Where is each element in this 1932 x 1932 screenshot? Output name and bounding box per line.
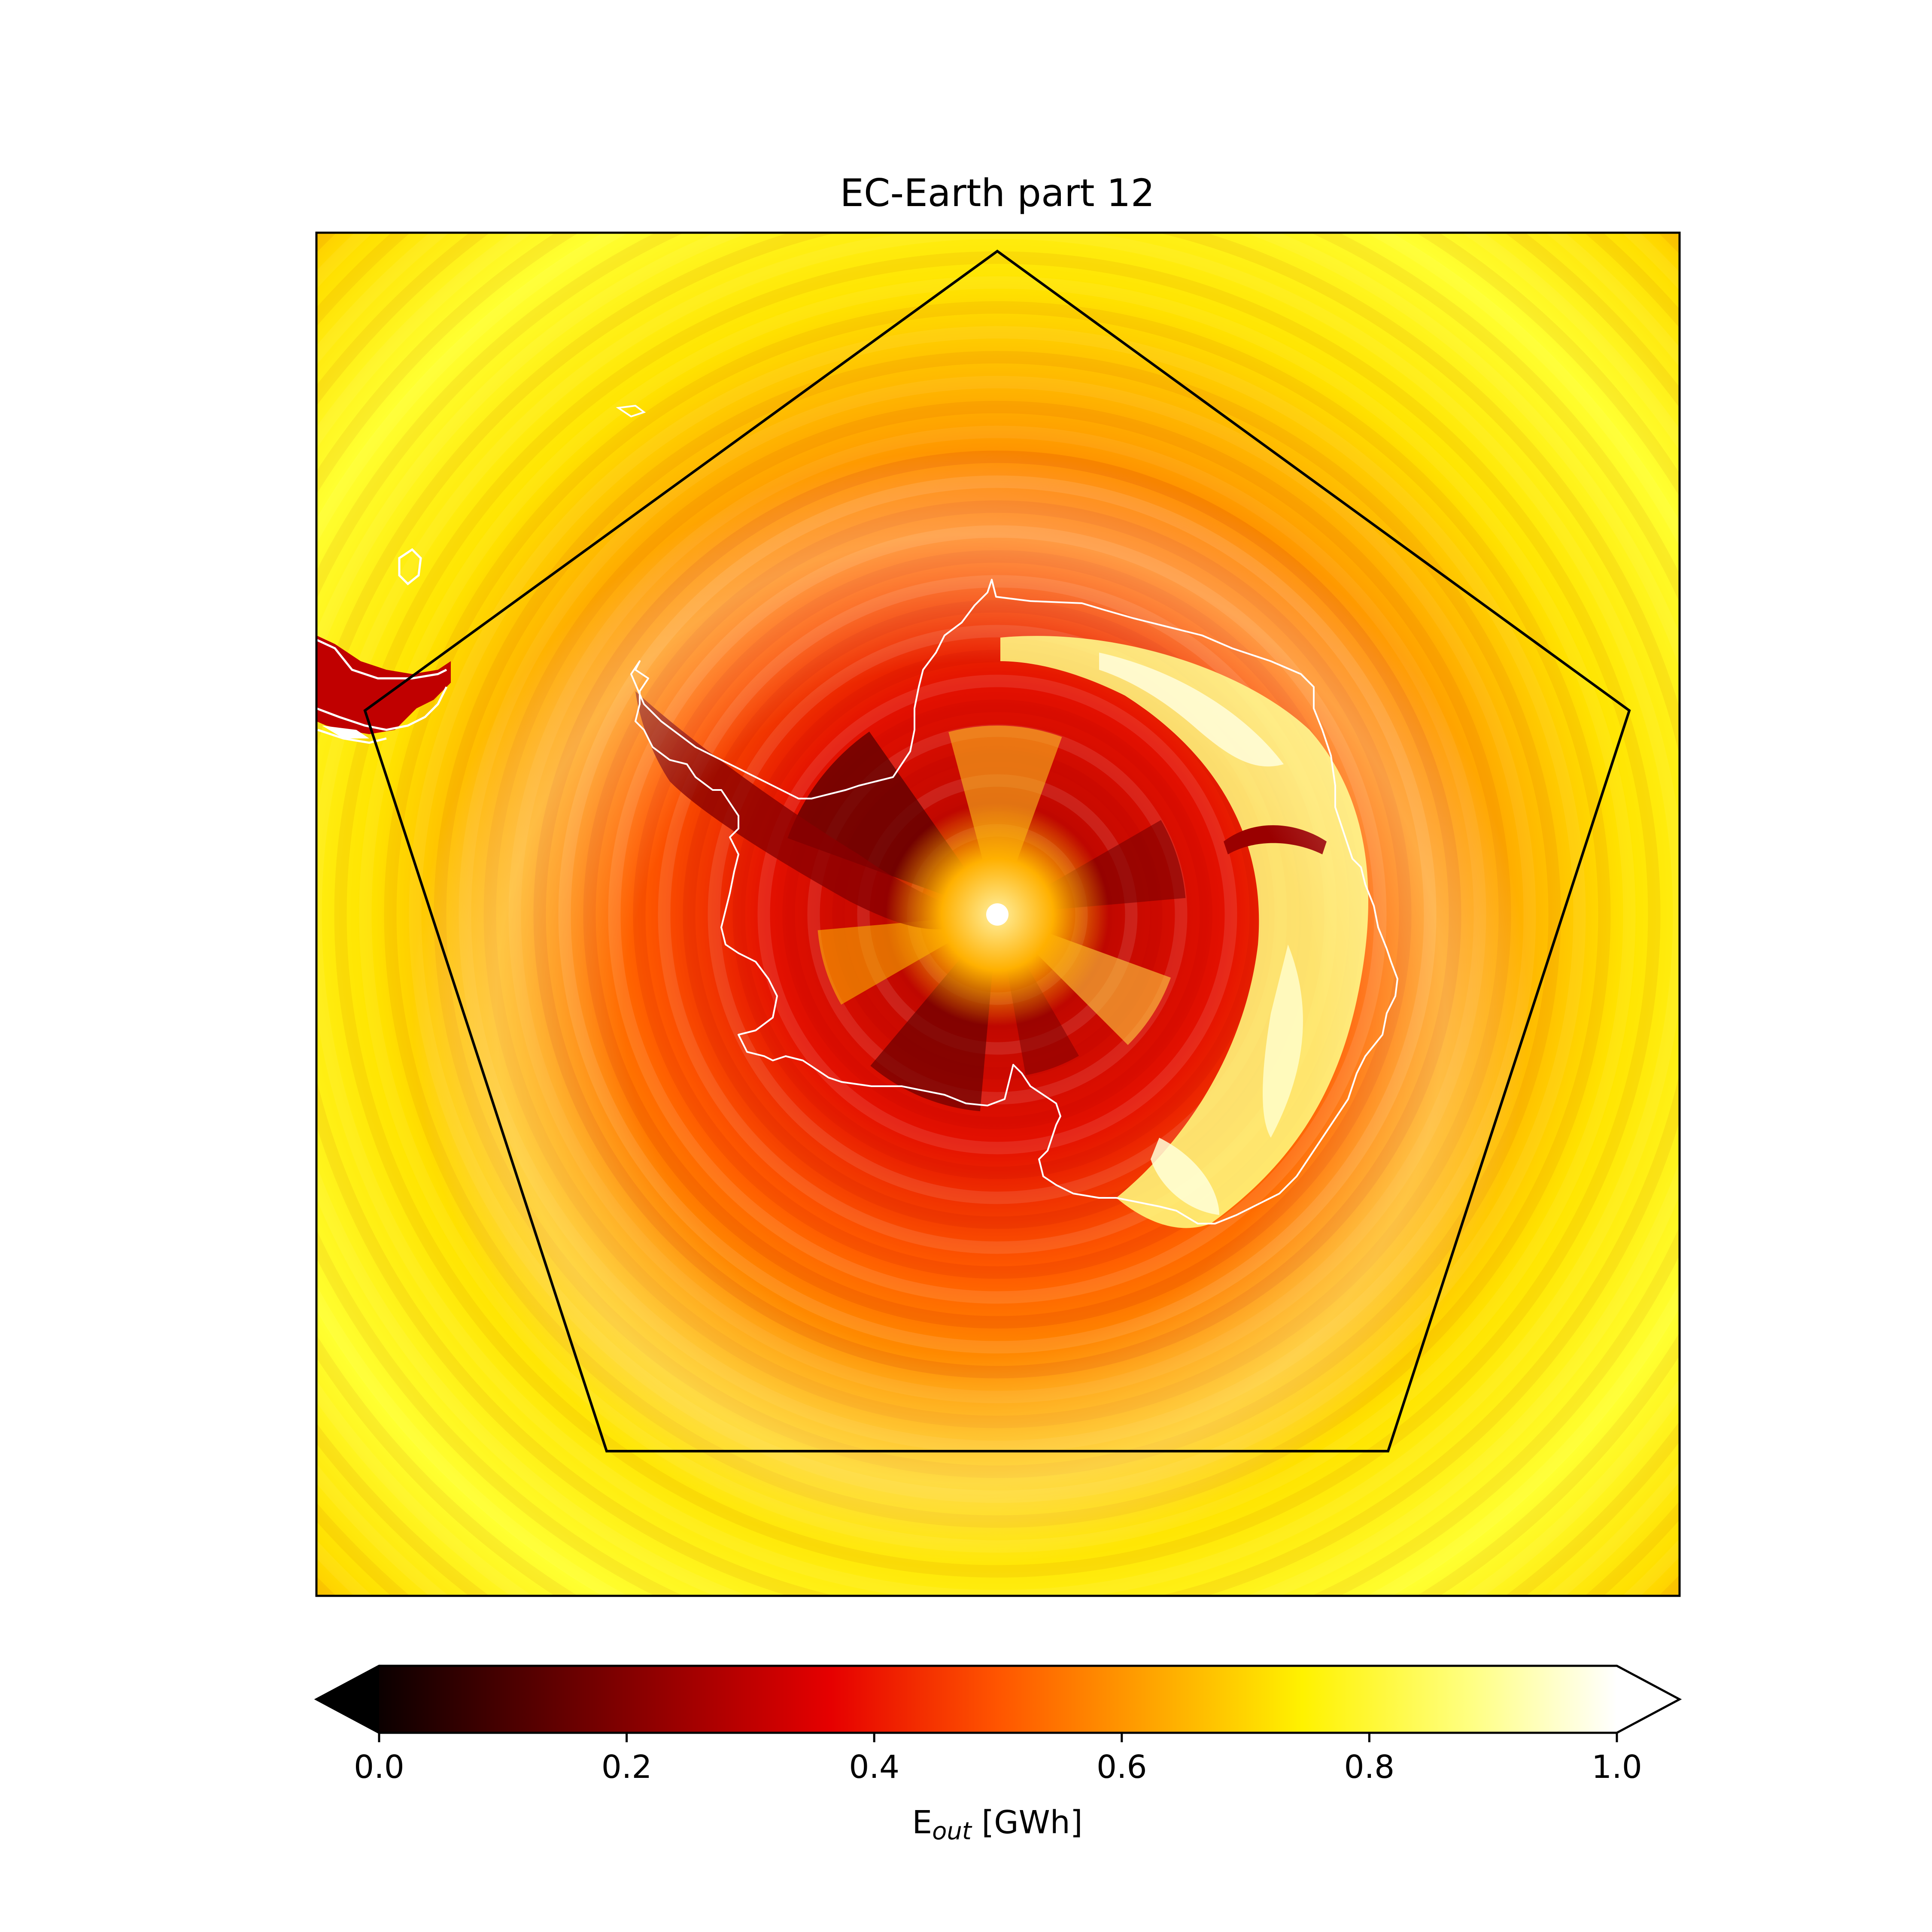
map-frame — [315, 231, 1681, 1597]
colorbar-label: Eout [GWh] — [912, 1804, 1082, 1845]
colorbar-extend-high — [1617, 1666, 1680, 1733]
colorbar-ticks: 0.0 0.2 0.4 0.6 0.8 1.0 — [354, 1733, 1642, 1786]
colorbar-tick-label: 0.6 — [1097, 1749, 1147, 1786]
colorbar-gradient — [379, 1666, 1617, 1733]
colorbar-tick-label: 0.2 — [601, 1749, 652, 1786]
south-pole-gap — [986, 903, 1009, 926]
colorbar-extend-low — [316, 1666, 379, 1733]
colorbar-tick-label: 0.4 — [849, 1749, 899, 1786]
antarctica-coastline — [630, 579, 1398, 1224]
south-america-tip — [316, 404, 646, 744]
colorbar-tick-label: 1.0 — [1592, 1749, 1642, 1786]
colorbar: 0.0 0.2 0.4 0.6 0.8 1.0 Eout [GWh] — [314, 1665, 1682, 1845]
map-title: EC-Earth part 12 — [840, 171, 1154, 215]
colorbar-tick-label: 0.8 — [1344, 1749, 1395, 1786]
colorbar-tick-label: 0.0 — [354, 1749, 404, 1786]
region-pentagon-outline — [363, 249, 1631, 1452]
